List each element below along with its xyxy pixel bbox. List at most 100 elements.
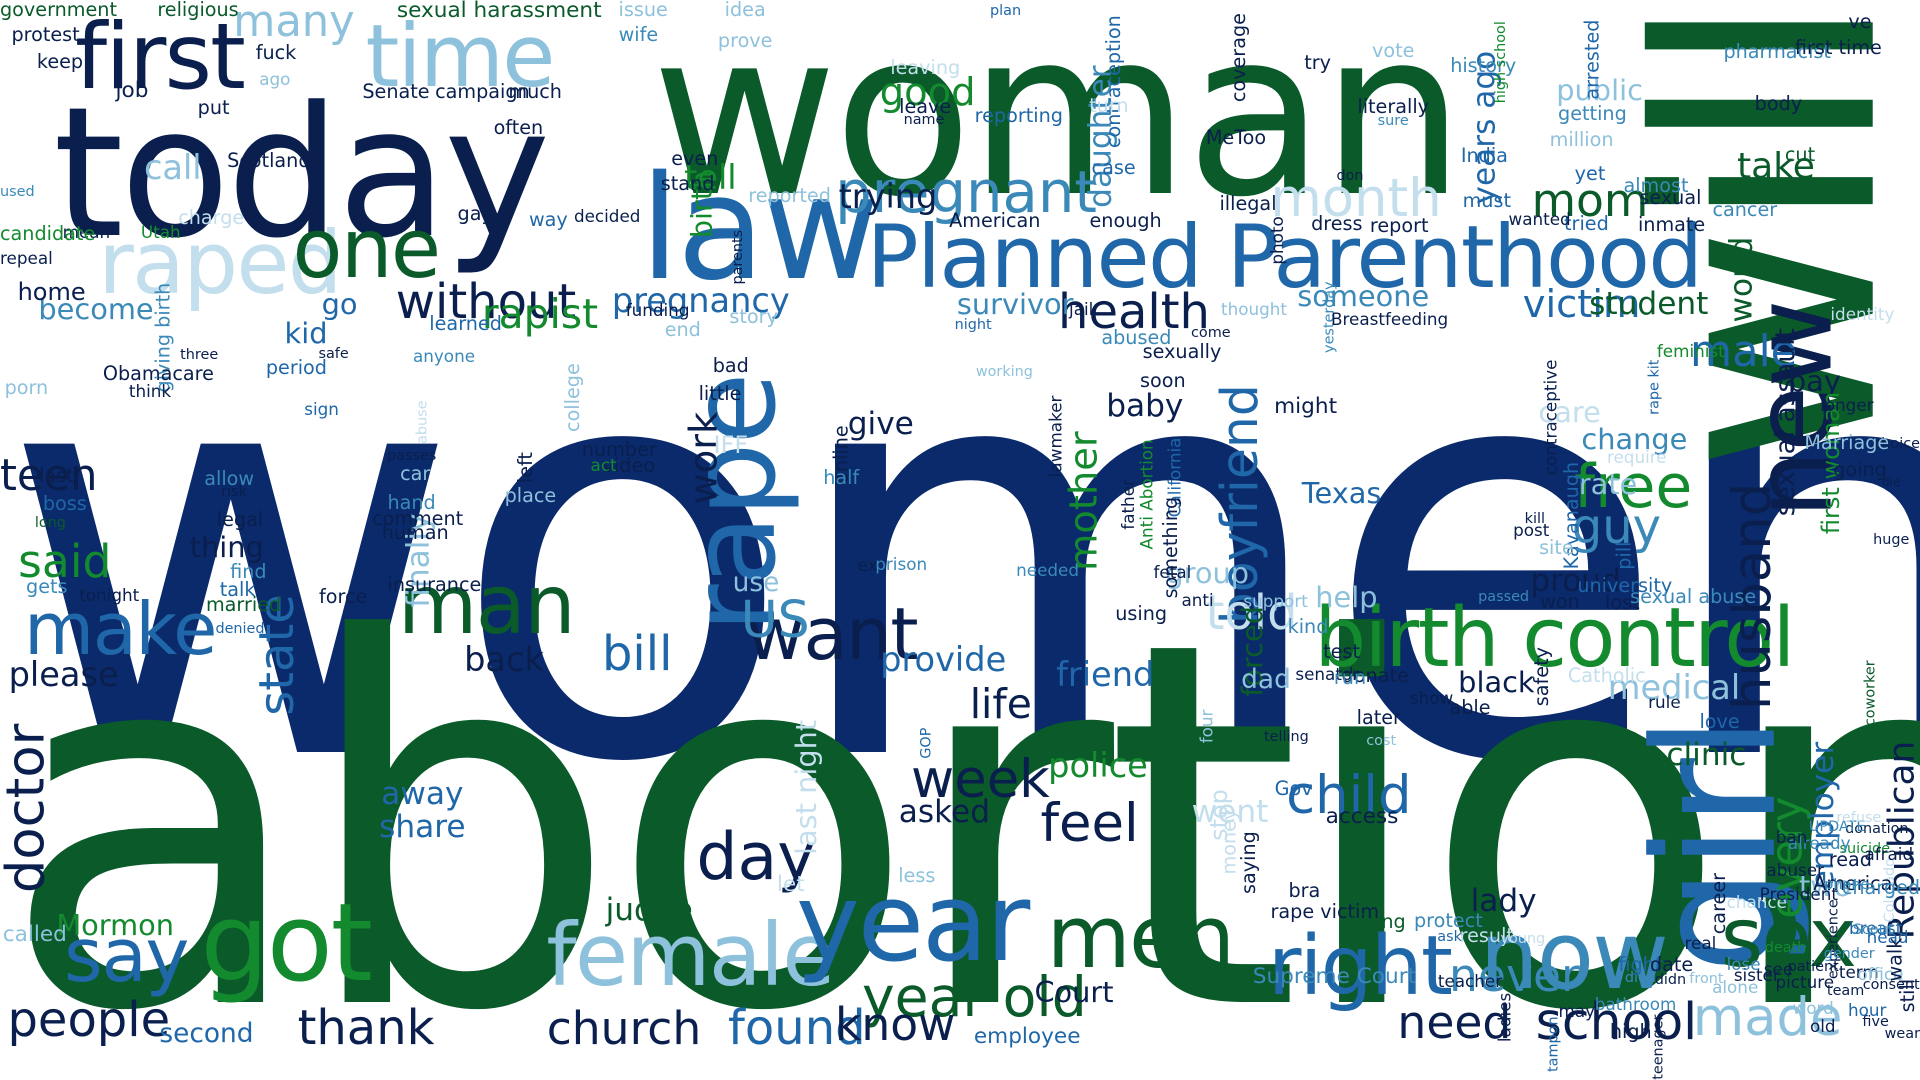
word-guy: guy [1571,498,1662,555]
word-walk: walk [1883,938,1907,982]
word-working: working [975,363,1033,380]
word-mom: mom [1531,173,1649,227]
word-pill: pill [1611,541,1635,570]
word-kill: kill [1524,511,1545,528]
word-friend: friend [1056,654,1155,694]
word-police: police [1048,745,1148,785]
word-obamacare: Obamacare [102,361,214,385]
word-ask: ask [1437,928,1462,945]
word-supreme-court: Supreme Court [1252,964,1417,989]
word-protect: protect [1414,908,1483,932]
word-giving: giving [1347,909,1406,933]
word-tell: tell [684,157,737,197]
word-without: without [395,274,577,331]
word-doctor: doctor [0,724,57,894]
word-term: term [1838,961,1879,982]
word-refuse: refuse [1836,810,1882,827]
word-going: going [1833,457,1887,481]
word-literally: literally [1357,95,1430,119]
word-able: able [1449,696,1491,720]
word-become: become [38,292,154,327]
word-hour: hour [1847,1000,1887,1020]
word-funding: funding [625,300,690,321]
word-may: may [1558,1001,1596,1022]
word-saying: saying [1236,831,1260,895]
word-good: good [879,70,976,116]
word-try: try [1304,50,1331,74]
word-passed: passed [1478,589,1530,606]
word-dress: dress [1311,211,1363,235]
word-coverage: coverage [1226,13,1250,103]
word-ve: ve [1848,9,1872,33]
word-bra: bra [1288,878,1321,902]
word-woman: woman [651,0,1465,247]
word-case: case [1091,156,1136,180]
word-test: test [1323,639,1361,663]
word-ban: ban [1775,827,1808,848]
word-pregnancy: pregnancy [611,281,790,321]
word-think: think [128,380,172,401]
word-change: change [1581,421,1688,456]
word-fuck: fuck [255,41,297,65]
word-leave: leave [899,95,952,119]
word-plan: plan [990,2,1022,19]
word-died: died [1624,969,1656,986]
word-read: read [1828,847,1872,871]
word-show: show [1409,688,1454,708]
word-often: often [493,115,544,139]
word-first: first [75,2,246,110]
word-contraceptive: contraceptive [1539,359,1560,476]
word-year: year [795,861,1030,986]
word-sexual: sexual [1639,186,1702,210]
word-know: know [834,998,956,1051]
word-repeal: repeal [0,247,53,268]
word-put: put [197,96,230,120]
word-pay: pay [1787,364,1841,399]
word-choice: choice [1873,435,1920,452]
word-love: love [1699,709,1740,733]
word-baby: baby [1106,388,1184,425]
word-donate: donate [1341,663,1409,687]
word-lawmaker: lawmaker [1045,395,1066,478]
word-idea: idea [724,0,766,21]
word-thought: thought [1221,299,1287,320]
word-people: people [7,992,171,1048]
word-call: call [143,148,202,188]
word-religious: religious [157,0,239,21]
word-prison: prison [875,553,928,574]
word-arrested: arrested [1580,19,1604,101]
word-word: word [1792,997,1834,1018]
word-got: got [200,881,373,1007]
word-place: place [504,483,557,507]
word-head: head [1866,926,1909,947]
word-money: money [1217,808,1241,875]
word-little: little [698,381,742,405]
word-called: called [2,922,67,947]
word-victim: victim [1522,281,1641,327]
word-care: care [1538,395,1601,430]
word-three: three [180,346,219,363]
word-human: human [381,521,449,545]
word-charged: charged [1841,876,1920,900]
word-say: say [64,912,189,1000]
word-much: much [508,79,562,103]
word-identity: identity [1830,304,1895,324]
word-require: require [1606,446,1667,467]
word-patient: patient [1787,958,1839,975]
word-birth-control: birth control [1314,590,1795,686]
word-thank: thank [297,1000,435,1057]
word-use: use [732,566,780,598]
word-cancer: cancer [1712,198,1778,222]
word-half: half [823,465,860,489]
word-decided: decided [573,205,641,226]
word-issue: issue [618,0,668,21]
word-safe: safe [318,345,349,362]
word-pharmacist: pharmacist [1723,39,1831,63]
word-cost: cost [1366,733,1397,750]
word-clinic: clinic [1666,737,1747,774]
word-turn: turn [1089,93,1129,117]
word-told: told [1205,585,1298,642]
word-report: report [1369,213,1429,237]
word-huge: huge [1873,531,1910,548]
word-rapist: rapist [481,290,599,338]
